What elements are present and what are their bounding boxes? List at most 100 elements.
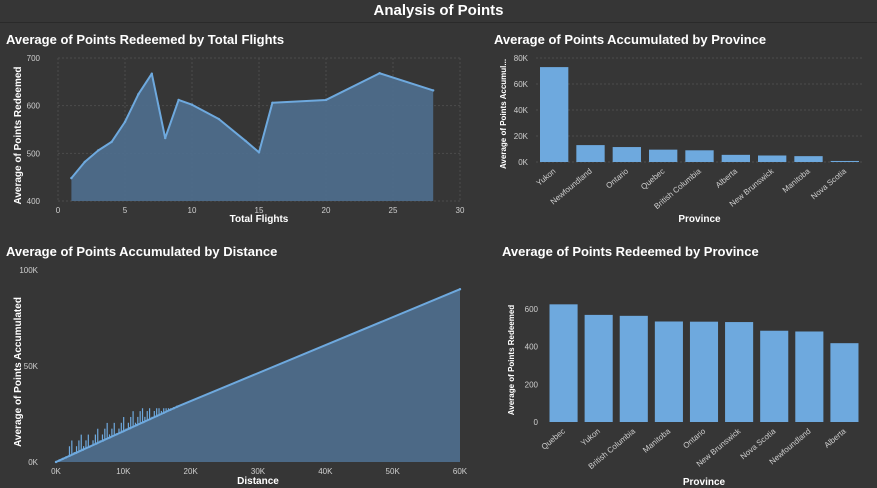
bar <box>612 147 642 162</box>
x-tick-label: 25 <box>389 206 398 215</box>
x-tick-label: Ontario <box>681 426 707 450</box>
bar <box>830 160 860 162</box>
x-tick-label: 40K <box>318 467 333 476</box>
x-tick-label: 20K <box>184 467 199 476</box>
data-point <box>150 72 153 75</box>
y-axis-title: Average of Points Accumul... <box>499 59 508 169</box>
y-tick-label: 50K <box>24 362 39 371</box>
x-tick-label: 10K <box>116 467 131 476</box>
chart-title: Average of Points Accumulated by Provinc… <box>494 32 767 47</box>
data-point <box>176 405 179 408</box>
y-tick-label: 400 <box>525 343 539 352</box>
x-tick-label: 5 <box>123 206 128 215</box>
data-point <box>70 176 73 180</box>
x-tick-label: Yukon <box>579 427 602 448</box>
y-tick-label: 0 <box>534 418 539 427</box>
chart-panel-redeemed-by-province[interactable]: Average of Points Redeemed by Province 0… <box>502 244 875 488</box>
x-axis-title: Distance <box>237 476 279 487</box>
y-axis-title: Average of Points Redeemed <box>507 305 516 416</box>
area-chart[interactable]: 0K 50K 100K 0K 10K 20K 30K 40K 50K 60K Distance Ave… <box>6 244 474 488</box>
x-tick-label: 20 <box>322 206 331 215</box>
x-tick-label: Alberta <box>823 426 849 450</box>
y-tick-label: 400 <box>27 197 41 206</box>
y-tick-label: 0K <box>518 158 528 167</box>
data-point <box>115 433 118 436</box>
x-tick-label: Quebec <box>540 427 567 452</box>
data-point <box>172 407 176 410</box>
data-point <box>88 445 91 448</box>
chart-panel-accumulated-by-distance[interactable]: Average of Points Accumulated by Distanc… <box>6 244 474 488</box>
chart-title: Average of Points Accumulated by Distanc… <box>6 244 278 259</box>
bar <box>654 321 683 422</box>
x-tick-label: Yukon <box>535 167 558 188</box>
y-tick-label: 700 <box>27 54 41 63</box>
data-point <box>83 160 87 164</box>
x-tick-label: Alberta <box>714 166 740 190</box>
x-axis-title: Province <box>678 214 721 225</box>
bar <box>794 156 823 162</box>
bar <box>689 321 719 422</box>
data-point <box>54 460 58 464</box>
area-fill <box>56 289 460 462</box>
data-point <box>244 139 247 143</box>
chart-title: Average of Points Redeemed by Total Flig… <box>6 32 285 47</box>
data-point <box>271 101 274 105</box>
y-tick-label: 500 <box>27 149 41 158</box>
bar <box>760 330 789 422</box>
bar <box>721 154 751 162</box>
bar <box>757 155 787 162</box>
x-tick-label: 30 <box>456 206 465 215</box>
data-point <box>97 149 100 152</box>
y-tick-label: 0K <box>28 458 38 467</box>
bar <box>539 67 569 162</box>
y-tick-label: 60K <box>514 80 529 89</box>
dashboard-title: Analysis of Points <box>373 2 504 19</box>
y-tick-label: 600 <box>525 305 539 314</box>
data-point <box>110 140 113 144</box>
chart-panel-accumulated-by-province[interactable]: Average of Points Accumulated by Provinc… <box>494 32 875 230</box>
data-point <box>137 93 140 96</box>
bar <box>584 314 613 422</box>
x-tick-label: 0 <box>56 206 61 215</box>
data-point <box>432 89 435 92</box>
x-axis-title: Total Flights <box>230 214 289 225</box>
data-point <box>61 457 64 461</box>
area-chart[interactable]: 400 500 600 700 0 5 10 15 20 25 30 Total Flights Ave… <box>6 32 474 230</box>
x-tick-label: Ontario <box>604 166 630 190</box>
x-tick-label: 60K <box>453 467 468 476</box>
x-tick-label: 10 <box>188 206 197 215</box>
y-tick-label: 200 <box>525 380 539 389</box>
y-tick-label: 20K <box>514 132 529 141</box>
data-point <box>257 151 261 154</box>
bar <box>830 343 859 422</box>
bar <box>685 150 714 162</box>
data-point <box>164 136 167 140</box>
x-tick-label: Quebec <box>639 167 666 192</box>
bar <box>549 304 578 422</box>
data-point <box>177 98 180 102</box>
y-axis-title: Average of Points Accumulated <box>13 297 24 447</box>
x-tick-label: 50K <box>386 467 401 476</box>
chart-panel-redeemed-by-flights[interactable]: Average of Points Redeemed by Total Flig… <box>6 32 474 230</box>
y-tick-label: 100K <box>19 266 38 275</box>
data-point <box>378 72 381 75</box>
data-point <box>58 459 61 462</box>
x-tick-label: Manitoba <box>781 166 812 194</box>
data-point <box>324 98 328 102</box>
y-tick-label: 80K <box>514 54 529 63</box>
bar <box>725 322 754 422</box>
bar <box>619 315 648 422</box>
x-tick-label: Nova Scotia <box>809 166 848 201</box>
y-tick-label: 600 <box>27 102 41 111</box>
bar <box>576 145 605 162</box>
bar <box>795 331 824 422</box>
data-point <box>458 288 462 291</box>
data-point <box>217 117 220 121</box>
data-point <box>190 103 194 106</box>
bar <box>648 149 678 162</box>
x-tick-label: 30K <box>251 467 266 476</box>
x-tick-label: 15 <box>255 206 264 215</box>
x-tick-label: Manitoba <box>641 426 672 454</box>
